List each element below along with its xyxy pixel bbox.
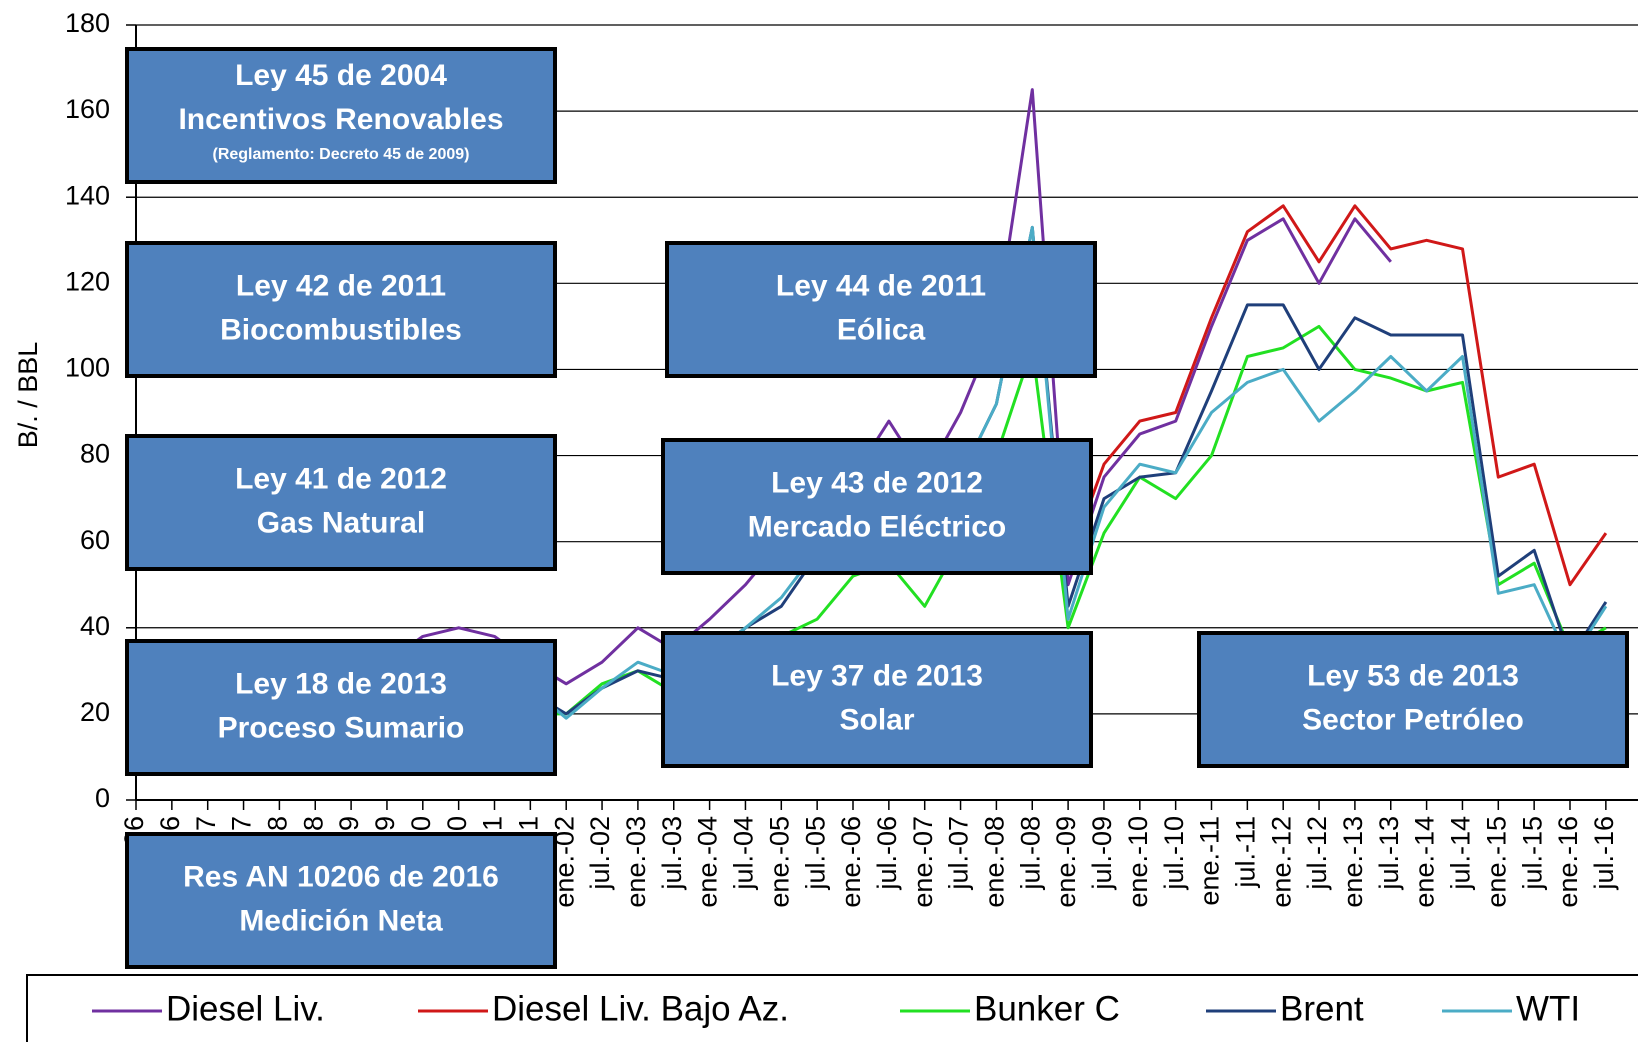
legend-label: WTI [1516,989,1580,1028]
annotation-text: Ley 43 de 2012 [771,466,983,499]
annotation-box [661,438,1093,575]
x-tick-label: ene.-09 [1051,816,1081,908]
x-tick-label: jul.-13 [1374,816,1404,891]
legend-label: Bunker C [974,989,1120,1028]
x-tick-label: jul.-16 [1589,816,1619,891]
x-tick-label: jul.-11 [1230,816,1260,889]
legend-label: Brent [1280,989,1364,1028]
y-tick-label: 40 [80,611,110,641]
annotation-text: Biocombustibles [220,313,462,346]
annotation-text: Ley 41 de 2012 [235,462,447,495]
x-tick-label: ene.-07 [908,816,938,908]
legend [26,974,1638,1042]
annotation-text: (Reglamento: Decreto 45 de 2009) [213,146,470,163]
x-tick-label: ene.-03 [621,816,651,908]
x-tick-label: ene.-05 [764,816,794,908]
y-tick-label: 60 [80,525,110,555]
x-tick-label: jul.-15 [1517,816,1547,891]
x-tick-label: jul.-05 [800,816,830,891]
y-axis-label: B/. / BBL [13,342,43,449]
annotation-box [125,241,557,378]
x-tick-label: jul.-02 [585,816,615,891]
annotation-text: Ley 37 de 2013 [771,659,983,692]
x-tick-label: ene.-06 [836,816,866,908]
y-tick-label: 140 [65,180,110,210]
x-tick-label: jul.-08 [1015,816,1045,891]
annotation-box [125,47,557,184]
legend-label: Diesel Liv. Bajo Az. [492,989,789,1028]
annotation-text: Solar [839,703,914,736]
y-tick-label: 100 [65,353,110,383]
annotation-box [125,639,557,776]
annotation-text: Ley 45 de 2004 [235,59,447,92]
y-tick-label: 20 [80,697,110,727]
x-tick-label: jul.-07 [944,816,974,891]
annotation-text: Proceso Sumario [218,711,465,744]
x-tick-label: jul.-14 [1446,816,1476,891]
x-tick-label: ene.-08 [980,816,1010,908]
annotation-text: Ley 18 de 2013 [235,667,447,700]
legend-label: Diesel Liv. [166,989,325,1028]
x-tick-label: ene.-04 [693,816,723,908]
x-tick-label: jul.-03 [657,816,687,891]
x-tick-label: jul.-06 [872,816,902,891]
x-tick-label: ene.-10 [1123,816,1153,908]
annotation-text: Res AN 10206 de 2016 [183,860,499,893]
annotation-box [665,241,1097,378]
annotation-text: Ley 42 de 2011 [236,269,446,302]
x-tick-label: jul.-12 [1302,816,1332,891]
x-tick-label: jul.-04 [729,816,759,891]
x-tick-label: ene.-15 [1481,816,1511,908]
annotation-text: Ley 53 de 2013 [1307,659,1519,692]
y-tick-label: 120 [65,266,110,296]
annotation-box [1197,631,1629,768]
x-tick-label: ene.-14 [1410,816,1440,908]
annotation-text: Ley 44 de 2011 [776,269,986,302]
annotation-text: Sector Petróleo [1302,703,1524,736]
y-tick-label: 0 [95,783,110,813]
series-line [1066,204,1608,587]
y-tick-label: 80 [80,439,110,469]
x-tick-label: ene.-13 [1338,816,1368,908]
annotation-text: Mercado Eléctrico [748,510,1006,543]
annotation-text: Eólica [837,313,926,346]
x-tick-label: ene.-11 [1195,816,1225,906]
x-tick-label: ene.-12 [1266,816,1296,908]
x-tick-label: jul.-10 [1159,816,1189,891]
x-tick-label: jul.-09 [1087,816,1117,891]
annotation-box [661,631,1093,768]
annotation-box [125,832,557,969]
y-tick-label: 180 [65,8,110,38]
annotation-text: Medición Neta [239,904,443,937]
annotation-text: Gas Natural [257,506,425,539]
annotation-box [125,434,557,571]
y-tick-label: 160 [65,94,110,124]
annotation-text: Incentivos Renovables [178,103,503,136]
x-tick-label: ene.-16 [1553,816,1583,908]
